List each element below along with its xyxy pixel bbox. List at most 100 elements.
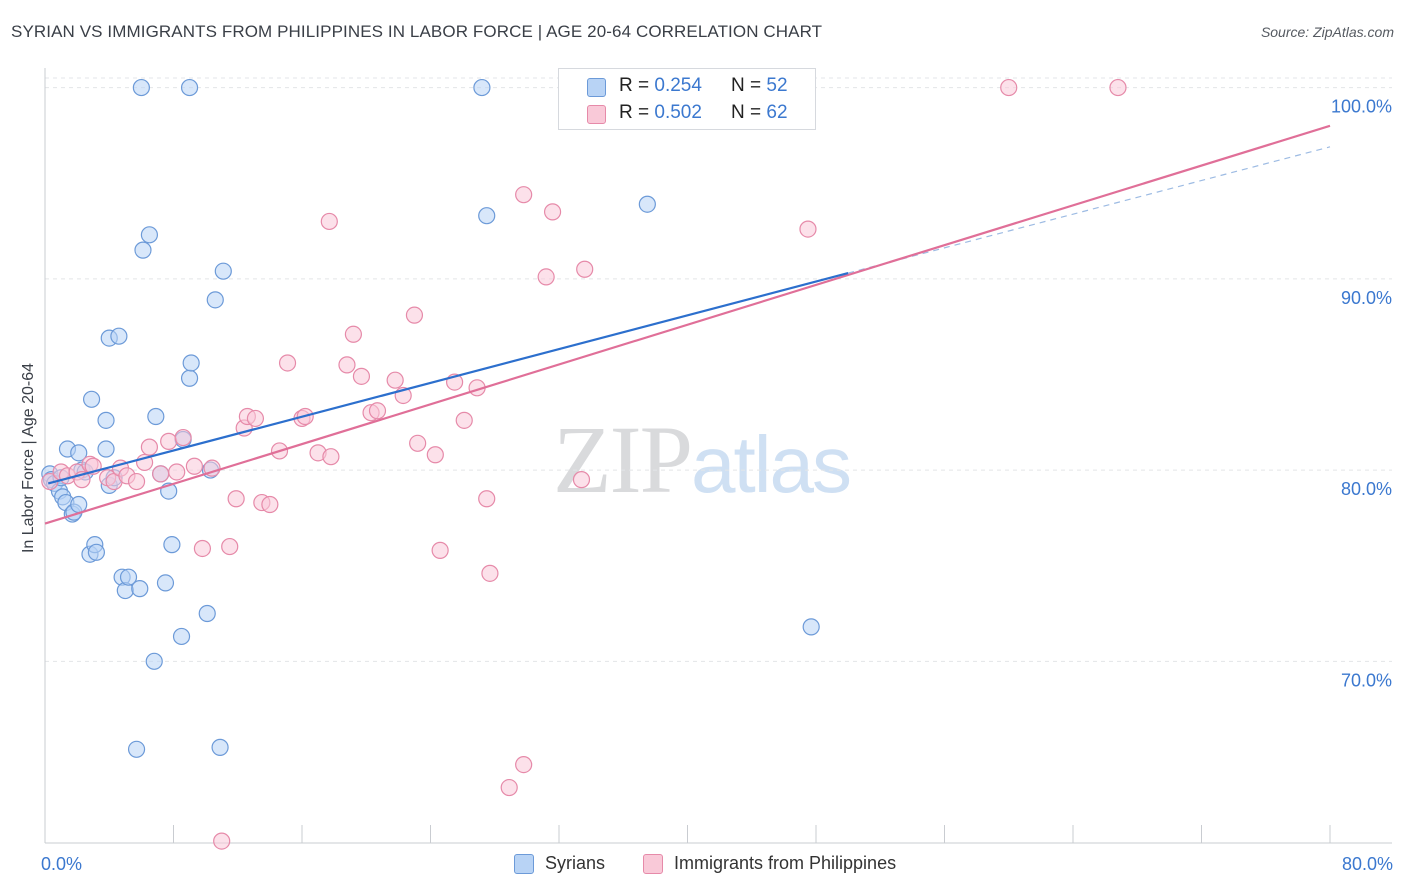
- philippines-point: [1000, 78, 1018, 97]
- watermark-atlas: atlas: [691, 420, 852, 509]
- philippines-point: [322, 448, 340, 466]
- philippines-trend-line: [44, 124, 1331, 525]
- philippines-point: [386, 371, 404, 389]
- grid-lines: [45, 77, 1392, 662]
- syrians-point: [473, 78, 491, 97]
- syrians-swatch: [587, 78, 606, 97]
- syrians-point: [214, 262, 232, 280]
- philippines-point: [320, 212, 338, 231]
- syrians-point: [180, 78, 199, 97]
- philippines-point: [227, 490, 245, 508]
- philippines-point: [338, 356, 356, 374]
- philippines-point: [405, 306, 424, 324]
- correlation-legend: R = 0.254 N = 52 R = 0.502 N = 62: [558, 68, 816, 130]
- philippines-point: [221, 537, 239, 556]
- philippines-point: [515, 755, 533, 774]
- r-label: R =: [619, 102, 655, 123]
- syrians-point: [145, 652, 163, 670]
- philippines-points: [41, 78, 1127, 850]
- syrians-swatch: [514, 854, 534, 874]
- syrians-points: [41, 78, 820, 758]
- y-tick-label: 90.0%: [1341, 288, 1392, 308]
- y-tick-label: 70.0%: [1341, 670, 1392, 690]
- series-legend: Syrians Immigrants from Philippines: [0, 852, 1406, 878]
- philippines-swatch: [643, 854, 663, 874]
- philippines-point: [168, 463, 186, 481]
- philippines-point: [160, 432, 178, 450]
- n-label: N =: [731, 102, 767, 123]
- syrians-point: [110, 327, 128, 345]
- philippines-point: [344, 325, 362, 343]
- n-value: 62: [766, 102, 788, 123]
- philippines-point: [352, 367, 371, 385]
- x-tick-label: 80.0%: [1342, 854, 1393, 874]
- syrians-point: [172, 627, 191, 646]
- philippines-point: [278, 354, 297, 372]
- philippines-point: [193, 539, 212, 558]
- source-label: Source: ZipAtlas.com: [1260, 24, 1394, 40]
- philippines-point: [426, 446, 444, 464]
- philippines-point: [213, 832, 231, 850]
- n-label: N =: [731, 75, 767, 96]
- syrians-point: [119, 568, 138, 586]
- philippines-point: [185, 457, 203, 475]
- philippines-point: [127, 472, 146, 491]
- syrians-point: [156, 574, 175, 592]
- philippines-point: [261, 495, 279, 514]
- philippines-point: [174, 428, 192, 447]
- syrians-point: [478, 207, 496, 225]
- philippines-point: [576, 260, 594, 278]
- syrians-point: [802, 618, 820, 636]
- syrians-point: [127, 740, 146, 758]
- philippines-point: [799, 220, 817, 238]
- y-tick-label: 100.0%: [1331, 97, 1392, 117]
- philippines-point: [431, 541, 449, 559]
- syrians-point: [638, 195, 656, 213]
- philippines-point: [478, 490, 496, 508]
- philippines-point: [152, 465, 170, 483]
- axes: [44, 68, 1392, 844]
- syrians-point: [131, 580, 149, 598]
- syrians-point: [211, 738, 229, 756]
- philippines-point: [246, 409, 265, 428]
- syrians-point: [132, 78, 150, 97]
- philippines-point: [368, 402, 387, 420]
- syrians-point: [163, 536, 181, 554]
- philippines-point: [455, 411, 473, 429]
- syrians-point: [182, 354, 200, 372]
- philippines-point: [500, 778, 518, 797]
- r-value: 0.502: [654, 102, 702, 123]
- syrians-point: [97, 440, 115, 458]
- syrians-point: [82, 390, 101, 408]
- syrians-point: [140, 226, 159, 244]
- tick-labels: 70.0% 80.0% 90.0% 100.0% 0.0% 80.0%: [41, 97, 1393, 874]
- r-value: 0.254: [654, 75, 702, 96]
- chart-title: SYRIAN VS IMMIGRANTS FROM PHILIPPINES IN…: [11, 22, 823, 41]
- philippines-point: [572, 471, 591, 489]
- syrians-point: [134, 241, 152, 259]
- syrians-trend-line: [47, 272, 849, 485]
- watermark-zip: ZIP: [553, 406, 693, 513]
- legend-label: Syrians: [545, 853, 606, 873]
- syrians-point: [87, 543, 106, 561]
- philippines-point: [140, 438, 159, 456]
- syrians-point: [70, 495, 88, 514]
- syrians-point: [147, 407, 165, 426]
- philippines-swatch: [587, 105, 606, 124]
- watermark: ZIPatlas: [553, 404, 852, 515]
- philippines-point: [481, 564, 499, 582]
- syrians-point: [206, 291, 224, 309]
- philippines-point: [1109, 78, 1127, 97]
- r-label: R =: [619, 75, 655, 96]
- syrians-point: [180, 369, 199, 387]
- legend-label: Immigrants from Philippines: [674, 853, 897, 873]
- syrians-point: [198, 604, 216, 623]
- y-axis-title: In Labor Force | Age 20-64: [20, 362, 37, 554]
- y-tick-label: 80.0%: [1341, 479, 1392, 499]
- philippines-point: [537, 268, 555, 286]
- x-tick-label: 0.0%: [41, 854, 82, 874]
- philippines-point: [409, 434, 427, 452]
- philippines-point: [515, 186, 533, 204]
- syrians-point: [97, 411, 115, 429]
